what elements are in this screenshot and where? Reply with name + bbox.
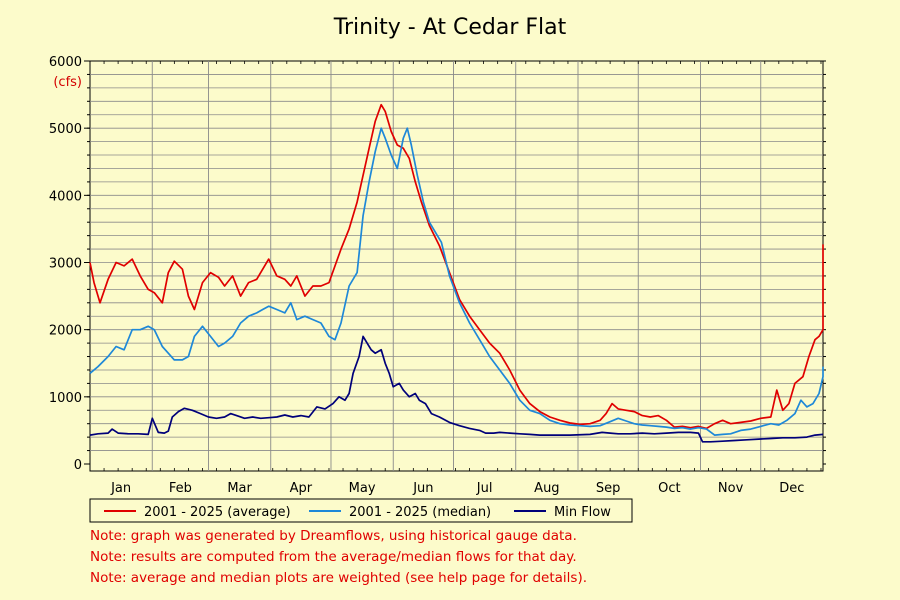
- series-line: [89, 127, 824, 436]
- legend: 2001 - 2025 (average) 2001 - 2025 (median…: [89, 498, 633, 523]
- x-tick-label: Oct: [658, 481, 680, 496]
- x-tick-label: Nov: [718, 481, 744, 496]
- legend-label: 2001 - 2025 (average): [144, 505, 291, 520]
- x-tick-label: Dec: [779, 481, 804, 496]
- x-tick-label: Jan: [110, 481, 131, 496]
- x-tick-label: Mar: [227, 481, 252, 496]
- legend-box: [89, 498, 633, 523]
- x-tick-label: Apr: [290, 481, 313, 496]
- note-line: Note: average and median plots are weigh…: [90, 570, 588, 586]
- chart-title: Trinity - At Cedar Flat: [333, 15, 567, 40]
- x-axis: Jan Feb Mar Apr May Jun Jul Aug Sep Oct Nov Dec: [89, 61, 822, 496]
- y-axis: 0 1000 2000 3000 4000 5000 6000: [49, 55, 826, 473]
- y-tick-label: 0: [74, 458, 82, 473]
- y-tick-label: 4000: [49, 189, 82, 204]
- x-tick-label: May: [349, 481, 376, 496]
- series-line: [89, 103, 824, 430]
- legend-label: 2001 - 2025 (median): [349, 505, 491, 520]
- legend-label: Min Flow: [554, 505, 611, 520]
- notes: Note: graph was generated by Dreamflows,…: [90, 526, 587, 589]
- x-tick-label: Sep: [596, 481, 621, 496]
- x-tick-label: Feb: [169, 481, 192, 496]
- y-tick-label: 5000: [49, 122, 82, 137]
- series-line: [89, 335, 824, 443]
- x-tick-label: Jul: [476, 481, 493, 496]
- y-tick-label: 2000: [49, 324, 82, 339]
- note-line: Note: graph was generated by Dreamflows,…: [90, 528, 577, 544]
- x-tick-label: Aug: [534, 481, 559, 496]
- y-tick-label: 1000: [49, 391, 82, 406]
- y-tick-label: 3000: [49, 257, 82, 272]
- series-group: [89, 103, 824, 443]
- x-tick-label: Jun: [412, 481, 433, 496]
- y-unit-label: (cfs): [53, 75, 82, 90]
- y-tick-label: 6000: [49, 55, 82, 70]
- plot-area: [89, 60, 824, 472]
- note-line: Note: results are computed from the aver…: [90, 549, 577, 565]
